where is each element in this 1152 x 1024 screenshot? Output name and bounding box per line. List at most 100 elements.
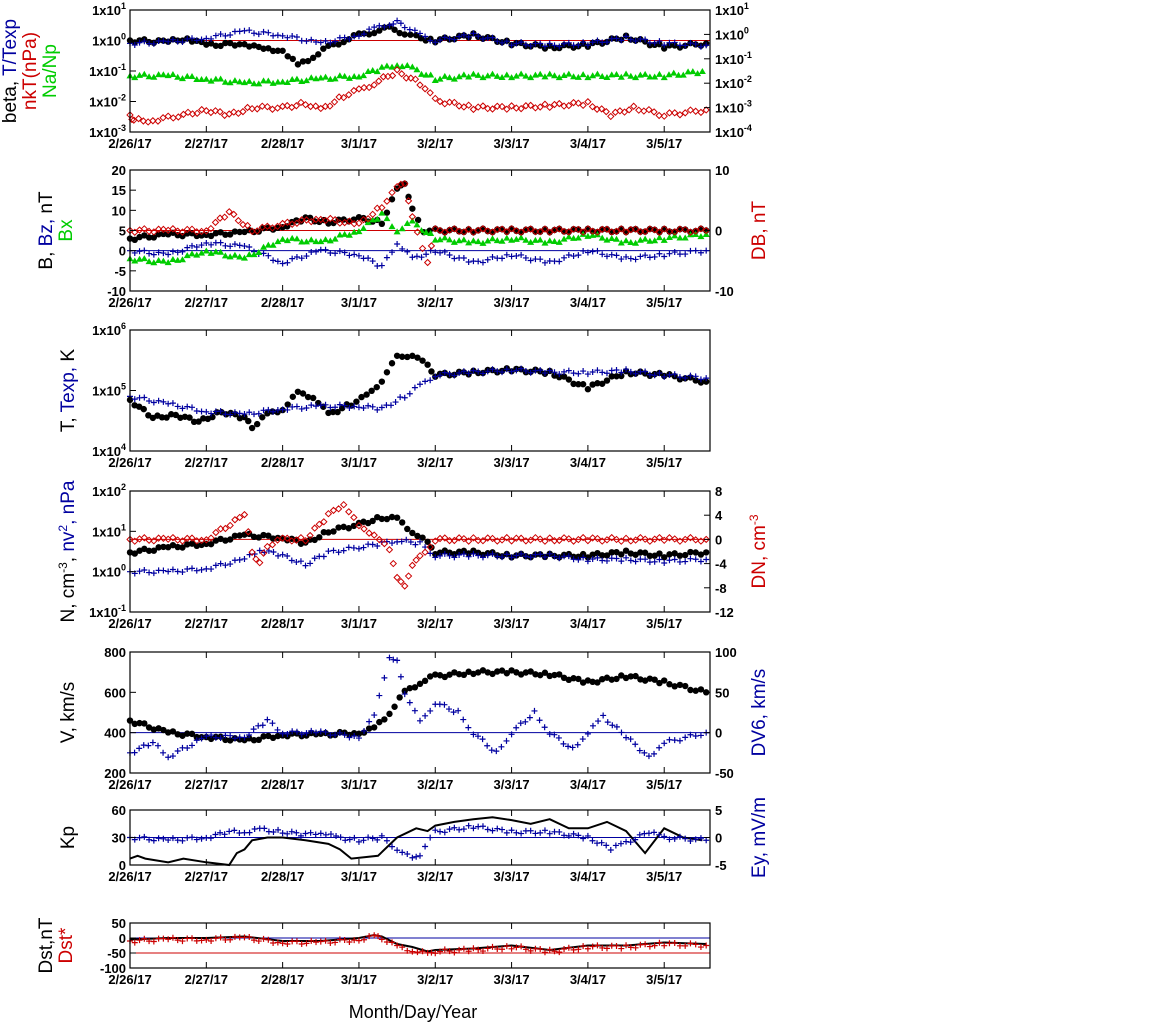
data-point [513,552,520,559]
data-point [635,106,643,114]
data-point [460,551,467,558]
data-point [236,28,243,35]
data-point [637,549,644,556]
data-point [188,72,196,79]
data-point [702,549,710,556]
data-point [479,239,487,246]
data-point [198,232,205,239]
data-point [593,534,602,543]
data-point [284,552,291,559]
data-point [493,237,501,244]
data-point [376,692,383,699]
data-point [460,671,468,679]
data-point [671,737,678,744]
series-4 [126,179,710,267]
data-point [556,671,563,678]
data-point [686,106,695,114]
data-point [417,381,423,388]
data-point [584,832,591,839]
data-point [499,255,506,262]
data-point [169,533,177,542]
data-point [255,31,262,38]
left-tick-label: 1x10-1 [89,603,126,620]
data-point [227,411,234,418]
data-point [346,938,353,945]
x-tick-label: 3/2/17 [417,295,453,310]
data-point [284,259,291,266]
data-point [489,235,496,242]
data-point [598,839,605,846]
data-point [404,353,411,361]
data-point [279,830,286,837]
data-point [203,231,210,239]
data-point [503,71,511,78]
data-point [526,536,535,544]
data-point [374,543,381,550]
data-point [360,404,367,411]
data-point [163,414,170,421]
data-point [599,552,606,559]
data-point [465,948,472,955]
x-tick-label: 3/4/17 [570,972,606,987]
data-point [498,102,506,111]
data-point [336,248,343,255]
data-point [165,568,172,575]
data-point [212,32,219,39]
data-point [671,371,678,378]
data-point [691,227,700,235]
data-point [565,553,572,560]
x-tick-label: 2/26/17 [108,136,151,151]
data-point [227,561,234,568]
data-point [154,534,163,542]
data-point [252,555,260,563]
data-point [594,554,601,561]
data-point [689,68,697,75]
data-point [541,239,549,246]
data-point [145,258,153,265]
data-point [618,372,625,380]
data-point [565,376,573,383]
data-point [551,238,559,245]
data-point [141,394,148,401]
data-point [470,30,477,37]
left-tick-label: 1x10-3 [89,123,126,140]
right-tick-label: 1x100 [715,25,749,42]
data-point [408,213,417,221]
data-point [298,940,305,947]
data-point [189,565,196,572]
data-point [406,26,413,33]
data-point [589,39,596,46]
data-point [345,217,354,225]
data-point [618,558,625,565]
data-point [248,548,256,556]
data-point [401,179,409,188]
data-point [366,933,373,940]
data-point [416,552,424,560]
data-point [165,400,172,407]
data-point [217,934,224,941]
data-point [178,228,187,236]
data-point [460,826,467,833]
data-point [646,537,654,545]
data-point [580,39,587,46]
data-point [149,739,156,746]
data-point [517,234,525,241]
data-point [222,736,229,744]
data-point [265,547,272,554]
data-point [565,233,573,240]
left-tick-label: -5 [114,264,126,279]
data-point [575,946,582,953]
data-point [656,40,663,48]
data-point [298,238,306,245]
data-point [512,227,521,235]
data-point [270,549,277,556]
data-point [651,40,658,47]
data-point [246,409,253,416]
data-point [303,38,310,45]
right-tick-label: 1x10-4 [715,123,752,140]
data-point [246,244,253,251]
data-point [536,717,543,724]
data-point [332,731,339,738]
data-point [522,367,529,374]
data-point [499,554,506,561]
